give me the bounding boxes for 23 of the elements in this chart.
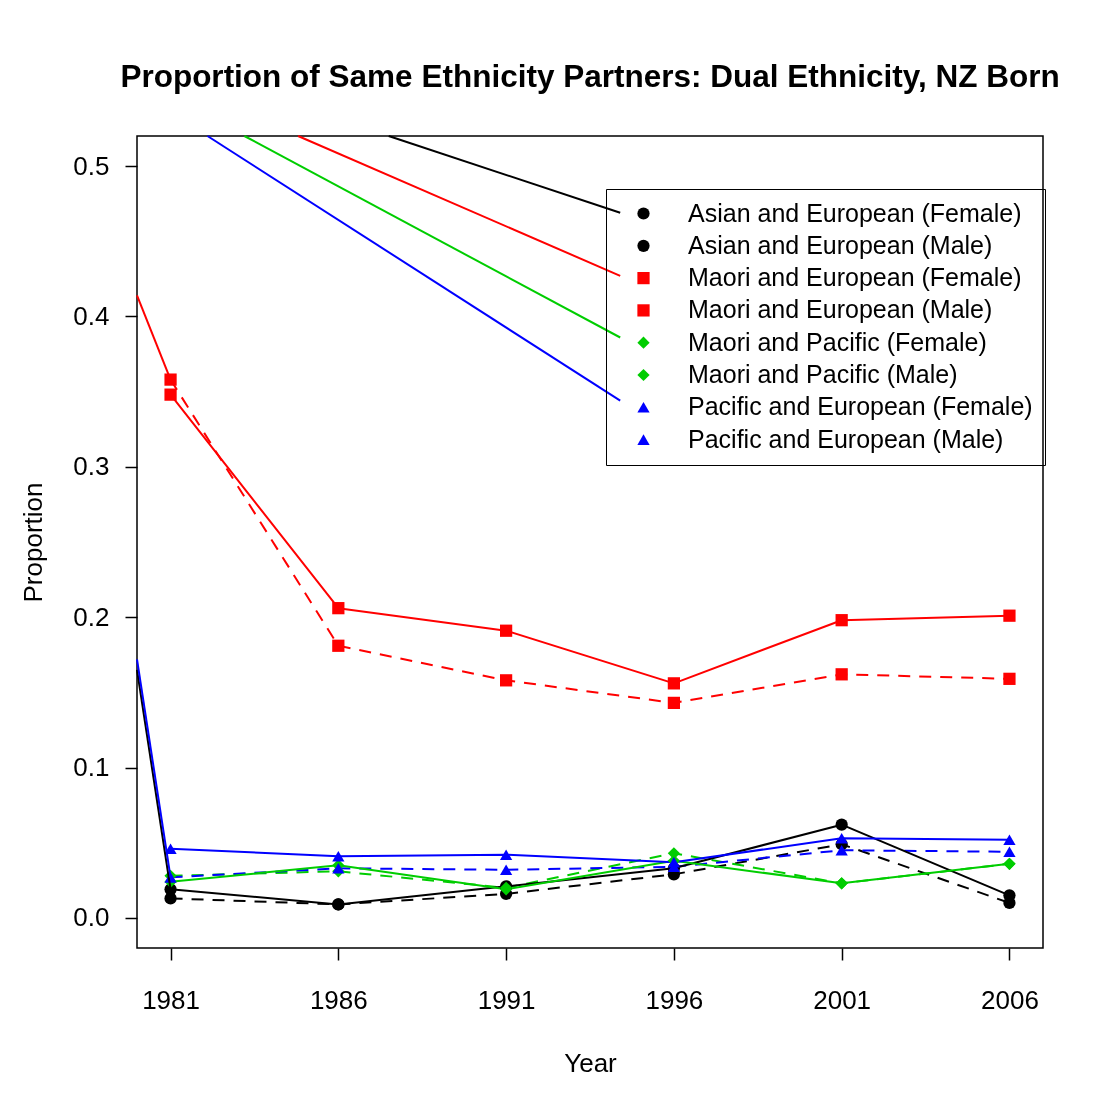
y-tick-label: 0.2: [73, 601, 110, 632]
legend-label: Maori and European (Female): [688, 263, 1022, 292]
x-axis-title: Year: [564, 1047, 618, 1078]
y-tick-label: 0.5: [73, 150, 110, 181]
x-tick-label: 2001: [813, 984, 872, 1015]
legend-label: Asian and European (Male): [688, 230, 993, 259]
legend-label: Maori and Pacific (Female): [688, 327, 987, 356]
y-tick-label: 0.4: [73, 300, 110, 331]
legend-label: Maori and Pacific (Male): [688, 360, 958, 388]
legend-label: Pacific and European (Male): [688, 424, 1004, 453]
y-axis-title: Proportion: [18, 482, 49, 603]
y-tick-label: 0.1: [73, 752, 110, 783]
legend-label: Maori and European (Male): [688, 295, 993, 324]
y-tick-label: 0.3: [73, 451, 110, 482]
y-tick-label: 0.0: [73, 902, 110, 933]
x-tick-label: 1996: [645, 984, 704, 1015]
chart-title: Proportion of Same Ethnicity Partners: Dual Ethnicity, NZ Born: [120, 57, 1060, 94]
x-tick-label: 1981: [142, 984, 200, 1015]
legend-label: Asian and European (Female): [688, 198, 1022, 227]
x-tick-label: 2006: [981, 984, 1039, 1015]
x-tick-label: 1986: [309, 984, 368, 1015]
x-tick-label: 1991: [477, 984, 536, 1015]
legend-label: Pacific and European (Female): [688, 392, 1033, 421]
